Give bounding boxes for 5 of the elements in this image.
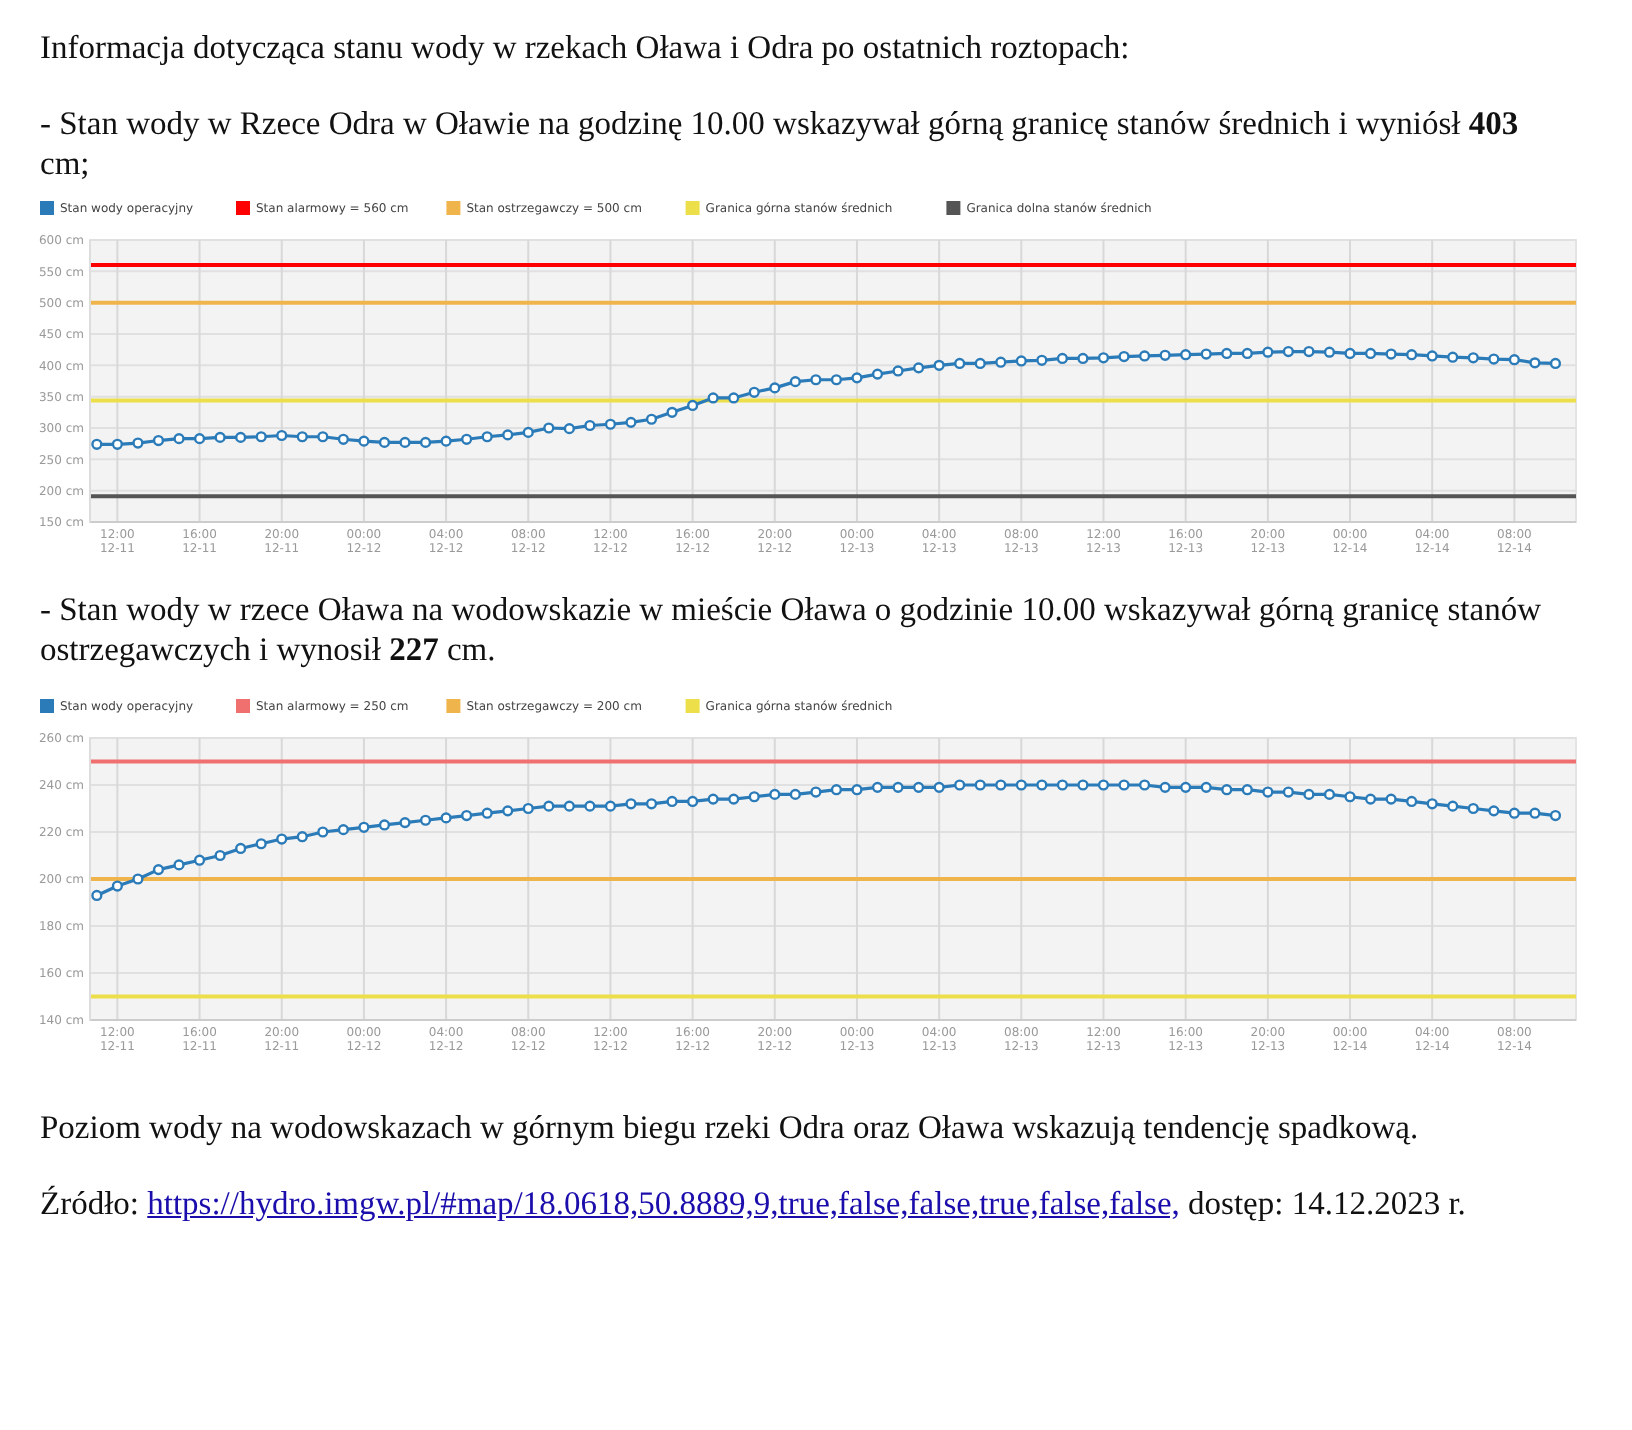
chart-title: Informacja dotycząca stanu wody w rzekach Oława i Odra po ostatnich roztopach: [40,28,1130,66]
text: Poziom wody na wodowskazach w górnym biegu rzeki Odra oraz Oława wskazują tendencję spadkową. [40,1108,1419,1146]
text: - Stan wody w Rzece Odra w Oławie na godzinę 10.00 wskazywał górną granicę stanów średnich i wyniósł 403 cm; [40,104,1519,182]
chart-subtitle: - Stan wody w rzece Oława na wodowskazie w mieście Oława o godzinie 10.00 wskazywał górną granicę stanów ostrzegawczych i wynosił 227 cm. [40,590,1542,668]
text: Źródło: https://hydro.imgw.pl/#map/18.0618,50.8889,9,true,false,false,true,false,false, dostęp: 14.12.2023 r. [40,1184,1466,1222]
